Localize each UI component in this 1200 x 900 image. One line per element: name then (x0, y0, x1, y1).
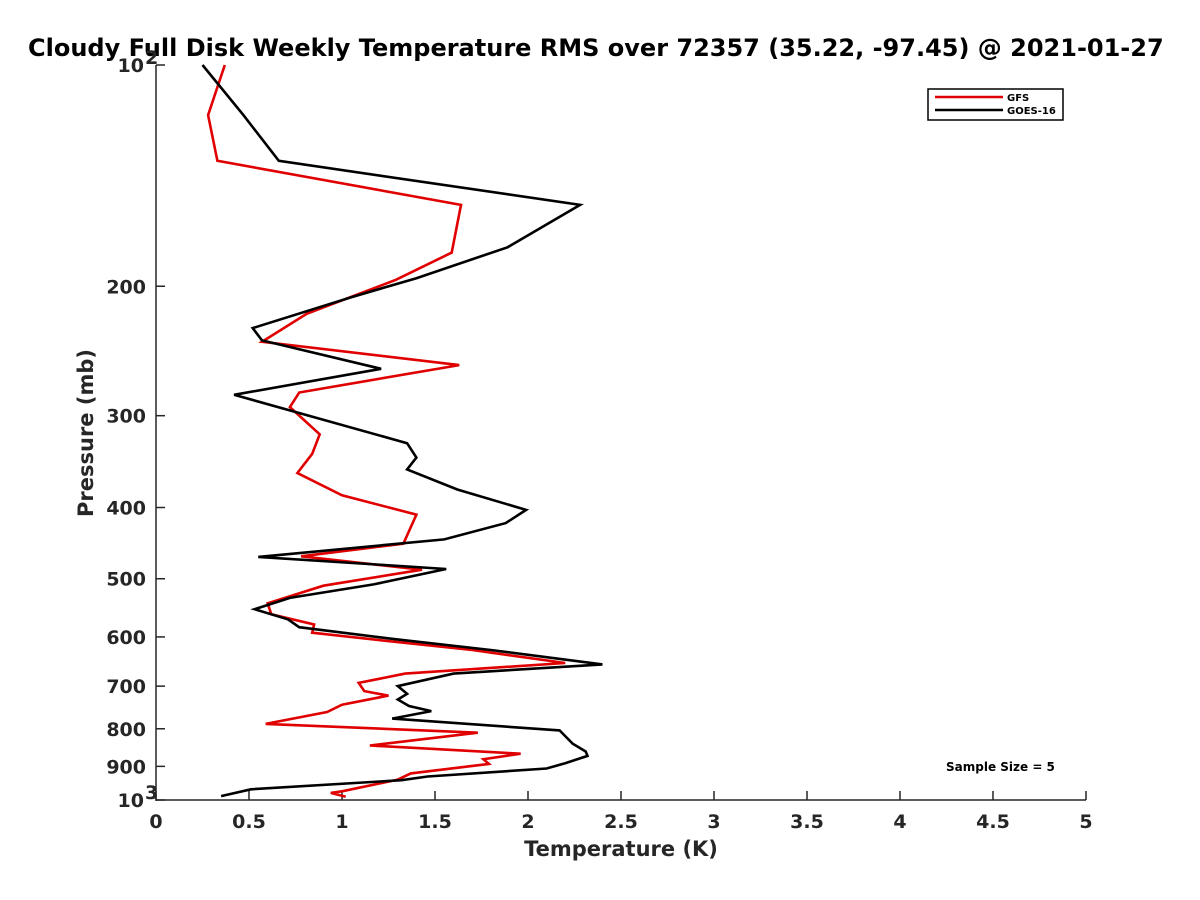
y-tick-label: 400 (106, 498, 146, 520)
sample-size-annotation: Sample Size = 5 (946, 760, 1055, 774)
y-tick-label: 500 (106, 569, 146, 591)
x-tick-label: 1.5 (418, 811, 452, 833)
y-tick-label: 600 (106, 627, 146, 649)
x-tick-label: 2.5 (604, 811, 638, 833)
y-tick-label: 10 (118, 55, 144, 77)
x-tick-label: 4 (893, 811, 906, 833)
x-tick-label: 0.5 (232, 811, 266, 833)
y-tick-label: 700 (106, 676, 146, 698)
y-tick-label: 900 (106, 756, 146, 778)
x-tick-label: 0 (149, 811, 162, 833)
y-tick-label: 200 (106, 276, 146, 298)
legend-box (927, 88, 1064, 121)
x-tick-label: 2 (521, 811, 534, 833)
legend-label-goes16: GOES-16 (1007, 106, 1056, 117)
x-axis-label: Temperature (K) (524, 837, 718, 861)
y-tick-label: 300 (106, 406, 146, 428)
y-tick-label: 10 (118, 790, 144, 812)
y-axis-label: Pressure (mb) (74, 349, 98, 517)
x-tick-label: 1 (335, 811, 348, 833)
legend-label-gfs: GFS (1007, 93, 1029, 104)
x-tick-label: 3.5 (790, 811, 824, 833)
series-line-goes16 (201, 64, 603, 798)
x-tick-label: 4.5 (976, 811, 1010, 833)
y-tick-label: 800 (106, 719, 146, 741)
x-tick-label: 5 (1079, 811, 1092, 833)
legend: GFS GOES-16 (927, 88, 1064, 121)
series-line-gfs (206, 64, 566, 799)
x-tick-label: 3 (707, 811, 720, 833)
x-ticks: 0 0.5 1 1.5 2 2.5 3 3.5 4 4.5 5 (149, 791, 1093, 833)
series-layer (201, 64, 603, 799)
y-tick-label-exponent: 2 (145, 47, 158, 69)
chart-title: Cloudy Full Disk Weekly Temperature RMS … (28, 34, 1164, 62)
y-tick-label-exponent: 3 (145, 782, 158, 804)
